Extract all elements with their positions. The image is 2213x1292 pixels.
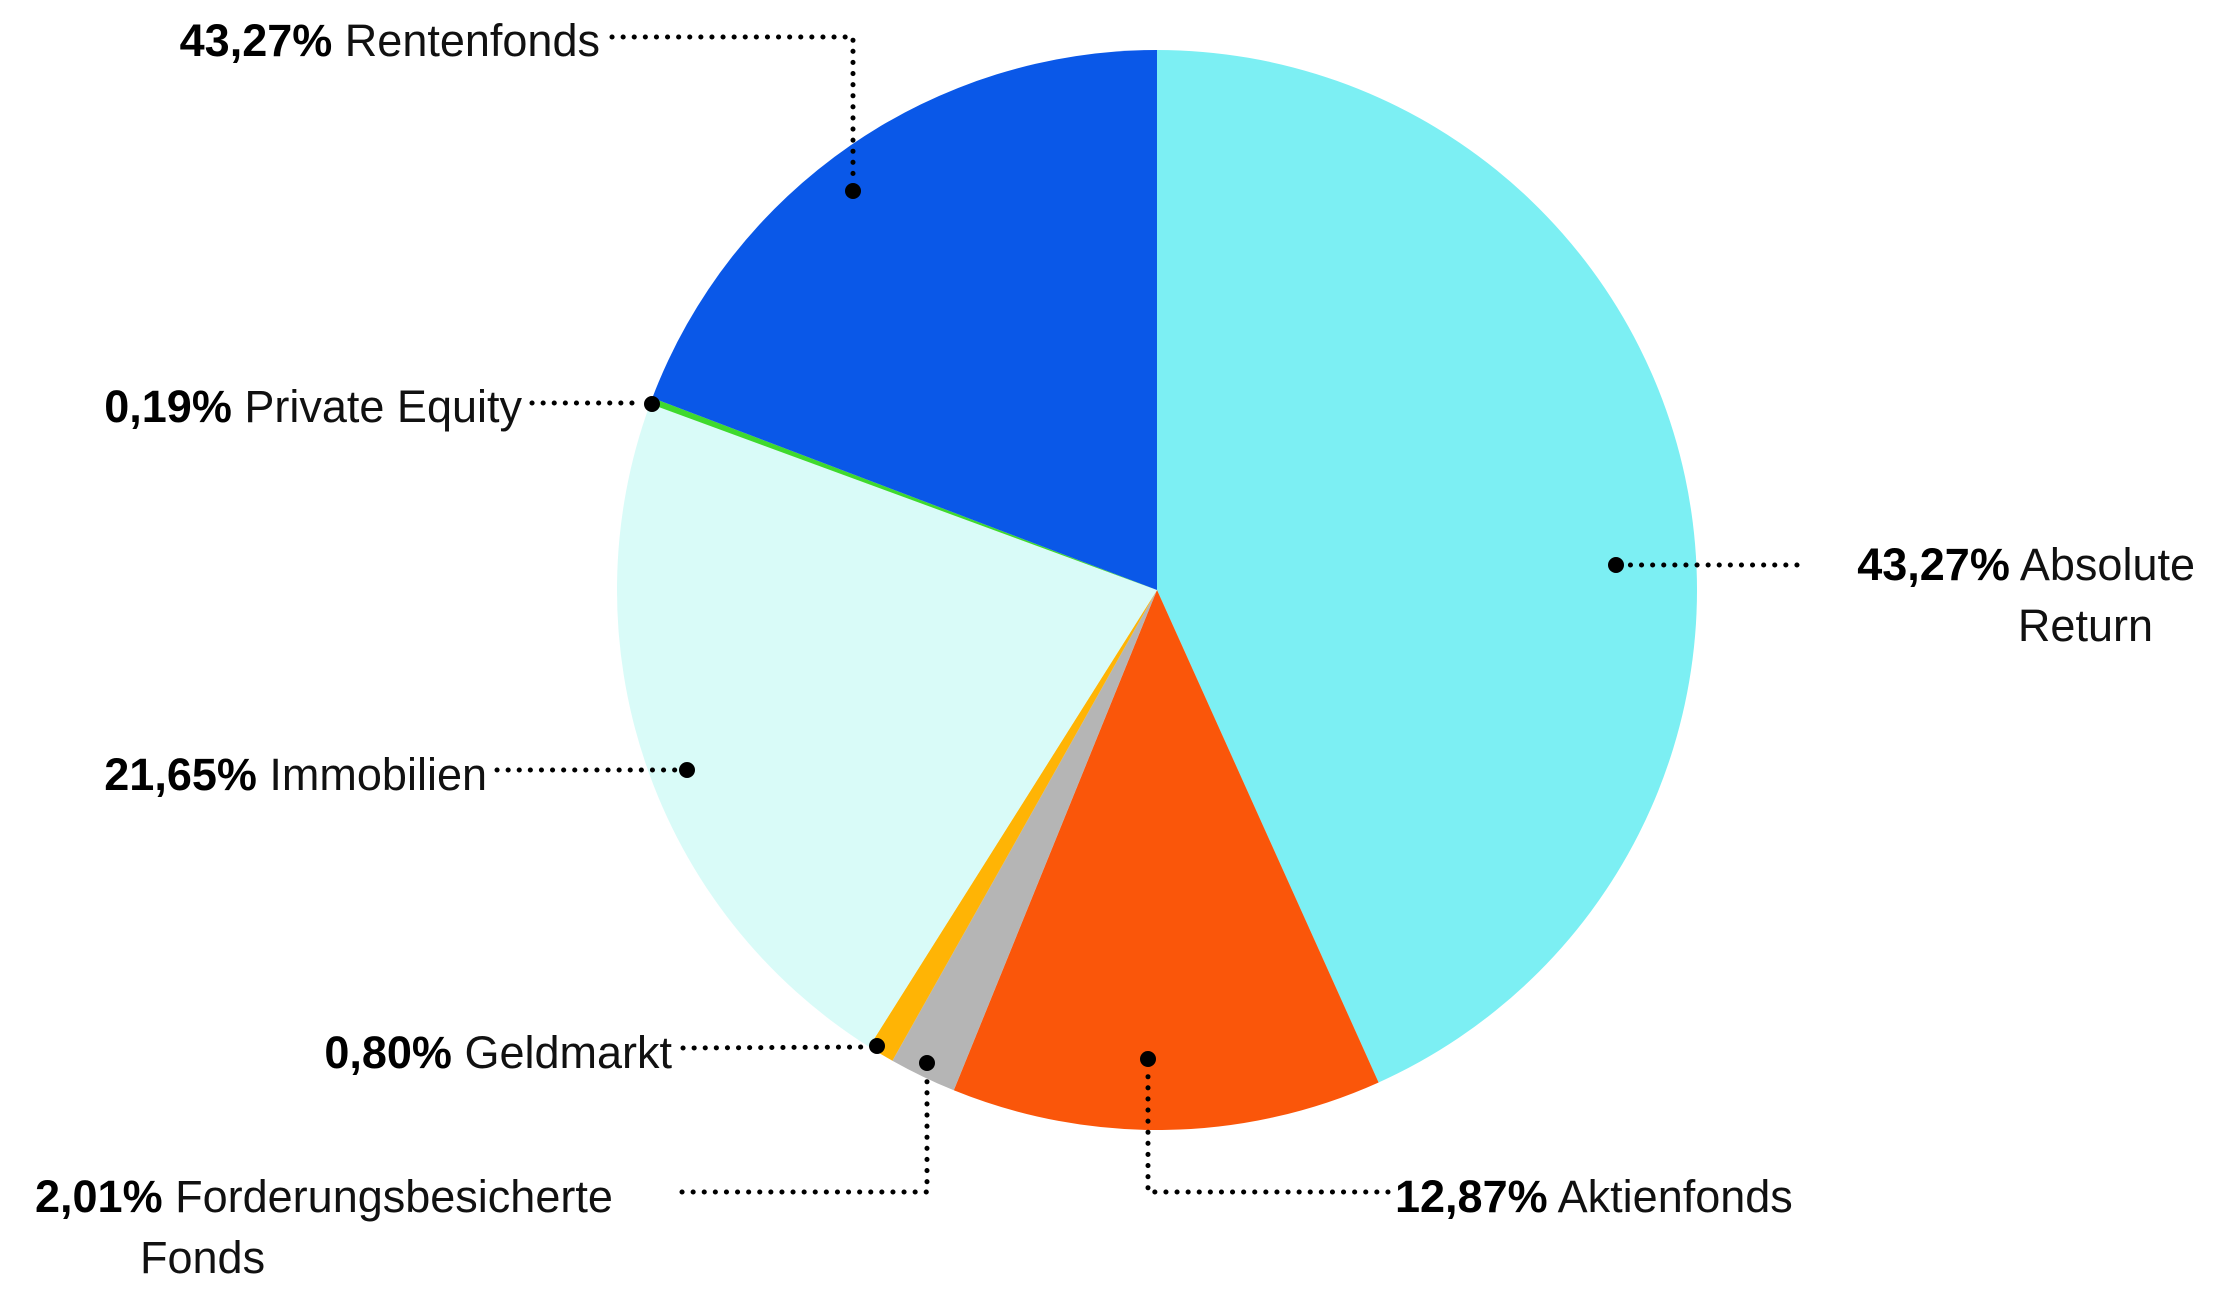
pie-slice-absolute-return [1157, 50, 1698, 1083]
anchor-dot-forderungsbesicherte-fonds [919, 1055, 935, 1071]
anchor-dot-geldmarkt [869, 1038, 885, 1054]
percent-label: 43,27% [1857, 539, 2010, 590]
pie-slice-forderungsbesicherte-fonds [892, 590, 1157, 1091]
percent-label: 12,87% [1395, 1171, 1548, 1222]
anchor-dot-private-equity [644, 396, 660, 412]
segment-label-line2: Return [2017, 600, 2153, 652]
pie-slice-immobilien [616, 403, 1157, 1047]
leader-line-forderungsbesicherte-fonds [679, 1071, 930, 1195]
segment-label: Aktienfonds [1557, 1171, 1793, 1222]
callout-aktienfonds: 12,87% Aktienfonds [1395, 1166, 1793, 1227]
segment-label: Forderungsbesicherte [175, 1171, 613, 1222]
callout-private-equity: 0,19% Private Equity [104, 376, 522, 437]
callout-rentenfonds: 43,27% Rentenfonds [180, 10, 600, 71]
anchor-dot-aktienfonds [1140, 1051, 1156, 1067]
leader-line-aktienfonds [1145, 1067, 1391, 1195]
callout-geldmarkt: 0,80% Geldmarkt [324, 1022, 672, 1083]
percent-label: 2,01% [35, 1171, 163, 1222]
segment-label-line2: Fonds [140, 1232, 266, 1284]
pie-slice-private-equity [650, 397, 1157, 590]
segment-label: Absolute [2019, 539, 2195, 590]
callout-absolute-return: 43,27% Absolute Return [1857, 534, 2195, 656]
callout-forderungsbesicherte-fonds: 2,01% Forderungsbesicherte Fonds [35, 1166, 613, 1288]
pie-slice-rentenfonds [652, 50, 1157, 590]
callout-immobilien: 21,65% Immobilien [104, 744, 487, 805]
percent-label: 43,27% [179, 15, 333, 66]
percent-label: 0,80% [324, 1027, 452, 1078]
anchor-dot-immobilien [679, 762, 695, 778]
segment-label: Geldmarkt [464, 1027, 672, 1078]
leader-line-rentenfonds [609, 34, 856, 185]
segment-label: Immobilien [269, 749, 487, 800]
pie-slice-geldmarkt [869, 590, 1157, 1061]
leader-line-geldmarkt [680, 1044, 870, 1051]
segment-label: Private Equity [244, 381, 522, 432]
percent-label: 21,65% [104, 749, 257, 800]
anchor-dot-rentenfonds [845, 183, 861, 199]
pie-slice-aktienfonds [953, 590, 1379, 1131]
percent-label: 0,19% [104, 381, 232, 432]
anchor-dot-absolute-return [1608, 557, 1624, 573]
segment-label: Rentenfonds [344, 15, 600, 66]
